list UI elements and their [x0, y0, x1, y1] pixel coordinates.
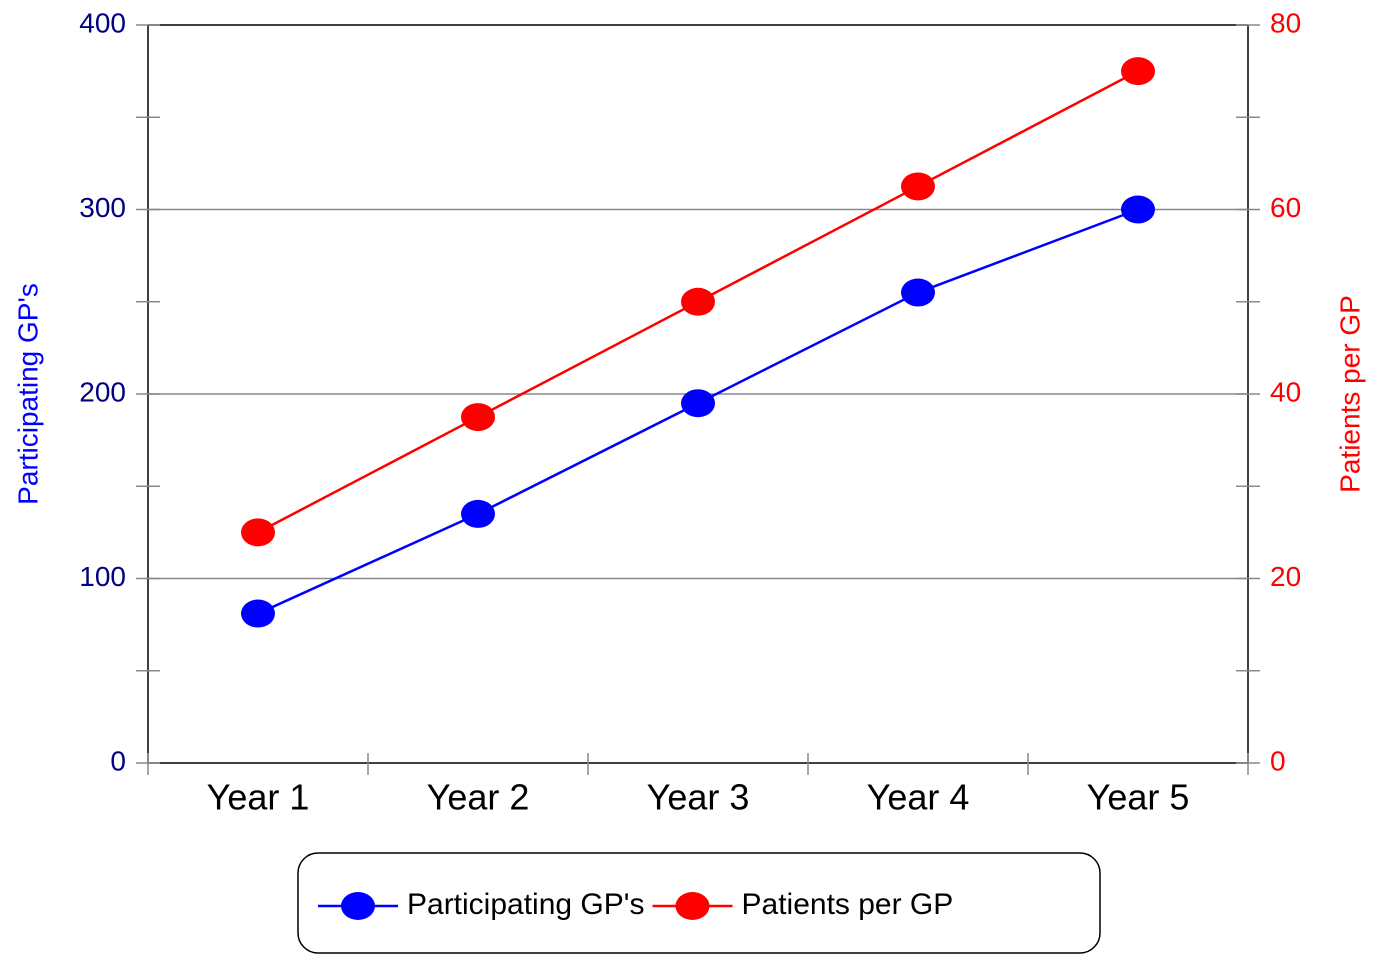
y-tick-label: 0: [110, 745, 126, 776]
series-marker: [1121, 57, 1155, 86]
x-tick-label: Year 3: [647, 777, 750, 818]
series-marker: [241, 599, 275, 628]
y-tick-label: 200: [79, 376, 126, 407]
series-marker: [681, 389, 715, 418]
series-marker: [901, 278, 935, 307]
series-marker: [901, 172, 935, 201]
x-tick-label: Year 2: [427, 777, 530, 818]
y2-tick-label: 60: [1270, 192, 1301, 223]
legend-label: Patients per GP: [742, 888, 954, 921]
series-marker: [1121, 195, 1155, 224]
y-axis-title: Participating GP's: [12, 283, 43, 505]
series-marker: [461, 403, 495, 432]
y-tick-label: 100: [79, 561, 126, 592]
y2-tick-label: 40: [1270, 376, 1301, 407]
y-tick-label: 400: [79, 7, 126, 38]
y2-tick-label: 0: [1270, 745, 1286, 776]
y2-tick-label: 80: [1270, 7, 1301, 38]
series-marker: [681, 287, 715, 316]
x-tick-label: Year 1: [207, 777, 310, 818]
legend-marker: [675, 892, 710, 920]
y2-axis-title: Patients per GP: [1334, 295, 1365, 493]
legend-marker: [341, 892, 375, 920]
x-tick-label: Year 5: [1087, 777, 1190, 818]
series-marker: [241, 518, 275, 547]
x-tick-label: Year 4: [867, 777, 970, 818]
y-tick-label: 300: [79, 192, 126, 223]
y2-tick-label: 20: [1270, 561, 1301, 592]
legend-label: Participating GP's: [407, 888, 645, 921]
series-marker: [461, 499, 495, 528]
